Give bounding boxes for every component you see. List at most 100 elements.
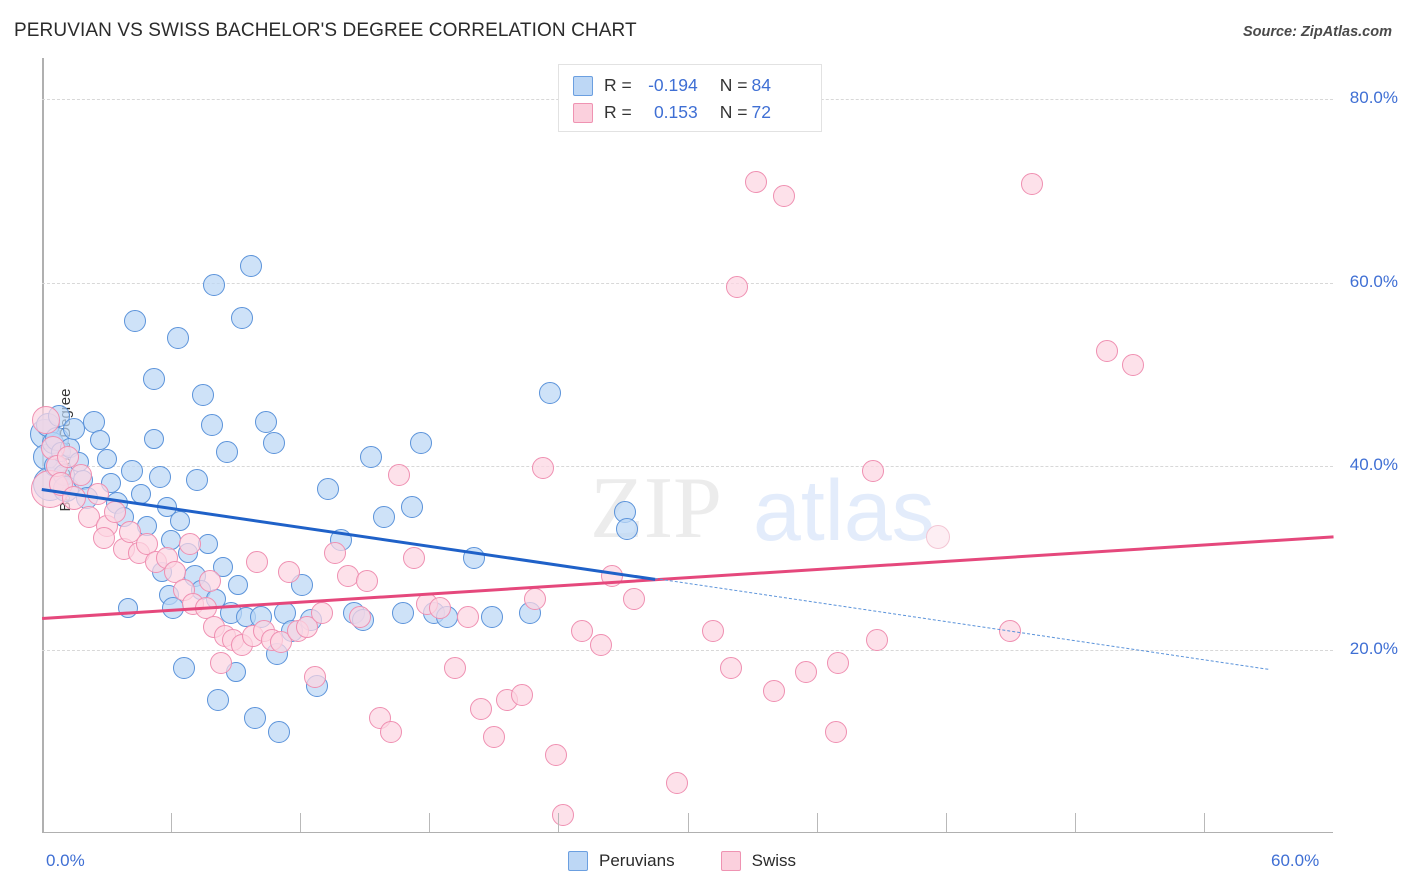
scatter-point-pink: [269, 631, 292, 654]
watermark-dot-icon: [926, 525, 950, 549]
scatter-point-blue: [200, 413, 223, 436]
stat-n-value-peruvians: 84: [751, 75, 771, 95]
scatter-point-blue: [616, 517, 639, 540]
scatter-point-pink: [1096, 340, 1119, 363]
source-attribution: Source: ZipAtlas.com: [1242, 24, 1392, 40]
scatter-point-pink: [545, 744, 568, 767]
scatter-point-blue: [156, 497, 177, 518]
x-axis-tick: [429, 813, 431, 832]
scatter-point-blue: [203, 273, 226, 296]
scatter-point-pink: [198, 569, 221, 592]
x-axis-tick: [1203, 813, 1205, 832]
scatter-point-blue: [267, 721, 290, 744]
page-title: PERUVIAN VS SWISS BACHELOR'S DEGREE CORR…: [14, 20, 637, 41]
scatter-point-pink: [794, 661, 817, 684]
correlation-stats-legend: R = -0.194 N = 84 R = 0.153 N = 72: [558, 64, 822, 132]
stat-n-value-swiss: 72: [751, 102, 771, 122]
scatter-point-pink: [745, 170, 768, 193]
trendline-peruvians-extension: [655, 578, 1269, 670]
x-axis-line: [42, 832, 1333, 833]
watermark-atlas-text: atlas: [753, 463, 935, 559]
scatter-point-pink: [69, 464, 92, 487]
stat-r-label-swiss: R =: [604, 102, 632, 122]
gridline-y: [42, 466, 1333, 468]
zipatlas-watermark: ZIP atlas: [590, 460, 950, 559]
gridline-y: [42, 649, 1333, 651]
scatter-point-pink: [349, 606, 372, 629]
scatter-point-blue: [192, 383, 215, 406]
scatter-point-blue: [207, 689, 230, 711]
scatter-point-blue: [244, 707, 266, 730]
scatter-point-pink: [119, 521, 142, 544]
scatter-point-pink: [773, 184, 796, 207]
scatter-point-pink: [824, 721, 847, 744]
scatter-point-pink: [827, 652, 850, 675]
x-axis-tick: [300, 813, 302, 832]
x-axis-tick: [1074, 813, 1076, 832]
x-axis-tick: [558, 813, 560, 832]
scatter-point-blue: [169, 511, 190, 532]
scatter-point-blue: [142, 368, 165, 390]
scatter-point-blue: [317, 478, 340, 501]
stat-r-label-peruvians: R =: [604, 75, 632, 95]
scatter-point-blue: [149, 466, 172, 489]
legend-item-peruvians[interactable]: Peruvians: [568, 851, 675, 871]
scatter-plot-area: ZIP atlas: [30, 58, 1334, 833]
scatter-point-pink: [209, 652, 232, 675]
scatter-point-pink: [999, 620, 1022, 643]
x-axis-tick: [687, 813, 689, 832]
scatter-point-pink: [93, 526, 116, 549]
scatter-point-blue: [480, 606, 503, 629]
gridline-y: [42, 282, 1333, 284]
scatter-point-pink: [725, 276, 748, 299]
scatter-point-pink: [469, 698, 492, 721]
scatter-point-pink: [551, 803, 574, 826]
stat-row-peruvians: R = -0.194 N = 84: [573, 72, 809, 99]
scatter-point-pink: [246, 551, 269, 574]
legend-item-swiss[interactable]: Swiss: [720, 851, 796, 871]
legend-label-peruvians: Peruvians: [599, 851, 675, 870]
scatter-point-blue: [263, 432, 286, 455]
y-axis-tick-label: 20.0%: [1349, 638, 1398, 658]
scatter-point-blue: [463, 546, 486, 569]
y-axis-tick-label: 80.0%: [1349, 88, 1398, 108]
scatter-point-blue: [212, 557, 233, 578]
scatter-point-pink: [355, 569, 378, 592]
scatter-point-pink: [62, 486, 87, 511]
y-axis-title: Bachelor's Degree: [0, 360, 74, 540]
scatter-point-pink: [323, 542, 346, 565]
scatter-point-pink: [571, 620, 594, 643]
scatter-point-blue: [231, 306, 254, 329]
scatter-point-blue: [166, 326, 189, 349]
scatter-point-blue: [90, 430, 111, 451]
x-axis-tick: [816, 813, 818, 832]
scatter-point-pink: [510, 684, 533, 707]
scatter-point-pink: [457, 606, 480, 629]
swatch-peruvians-icon: [573, 75, 593, 96]
stat-row-swiss: R = 0.153 N = 72: [573, 99, 809, 126]
scatter-point-blue: [373, 505, 396, 528]
stat-n-label-swiss: N =: [719, 102, 748, 122]
scatter-point-pink: [56, 445, 79, 468]
scatter-point-pink: [104, 500, 127, 523]
stat-n-label-peruvians: N =: [719, 75, 748, 95]
scatter-point-pink: [865, 629, 888, 652]
scatter-point-pink: [523, 588, 546, 611]
watermark-zip-text: ZIP: [590, 460, 722, 557]
scatter-point-pink: [336, 565, 359, 588]
scatter-point-pink: [388, 464, 411, 487]
scatter-point-pink: [295, 615, 318, 638]
scatter-point-blue: [118, 598, 139, 619]
scatter-point-blue: [239, 255, 262, 278]
scatter-point-pink: [1020, 172, 1043, 195]
scatter-point-blue: [254, 411, 277, 434]
x-axis-tick: [171, 813, 173, 832]
scatter-point-pink: [444, 656, 467, 679]
scatter-point-pink: [86, 482, 109, 505]
x-axis-tick: [945, 813, 947, 832]
legend-swatch-peruvians-icon: [568, 851, 588, 871]
scatter-point-pink: [304, 666, 327, 689]
scatter-point-pink: [532, 456, 555, 479]
x-axis-tick-label-max: 60.0%: [1271, 851, 1320, 870]
scatter-point-pink: [179, 533, 202, 556]
